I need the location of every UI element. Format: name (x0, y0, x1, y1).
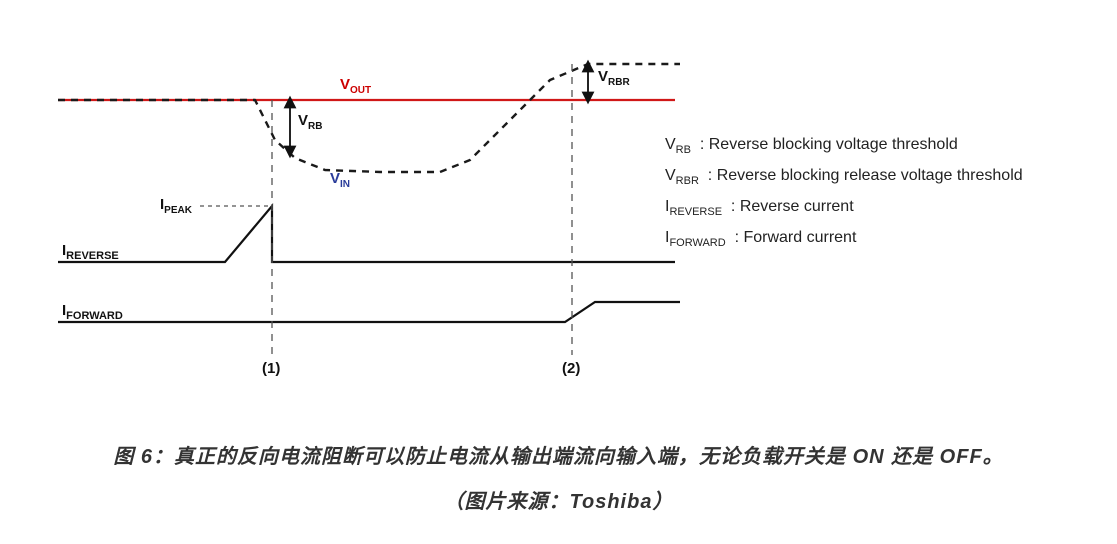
vrbr-label: VRBR (598, 68, 630, 88)
legend-row: IFORWARD : Forward current (665, 223, 1023, 254)
vout-label: VOUT (340, 76, 371, 96)
event2-label: (2) (562, 360, 580, 377)
vrb-label: VRB (298, 112, 322, 132)
event1-label: (1) (262, 360, 280, 377)
diagram-svg (40, 20, 680, 380)
ipeak-label: IPEAK (160, 196, 192, 216)
legend: VRB : Reverse blocking voltage threshold… (665, 130, 1023, 254)
figure-caption-line1: 图 6：真正的反向电流阻断可以防止电流从输出端流向输入端，无论负载开关是 ON … (0, 440, 1117, 469)
legend-row: IREVERSE : Reverse current (665, 192, 1023, 223)
ireverse-label: IREVERSE (62, 242, 119, 262)
figure-caption-line2: （图片来源：Toshiba） (0, 485, 1117, 514)
legend-row: VRBR : Reverse blocking release voltage … (665, 161, 1023, 192)
legend-row: VRB : Reverse blocking voltage threshold (665, 130, 1023, 161)
vin-label: VIN (330, 170, 350, 190)
iforward-label: IFORWARD (62, 302, 123, 322)
